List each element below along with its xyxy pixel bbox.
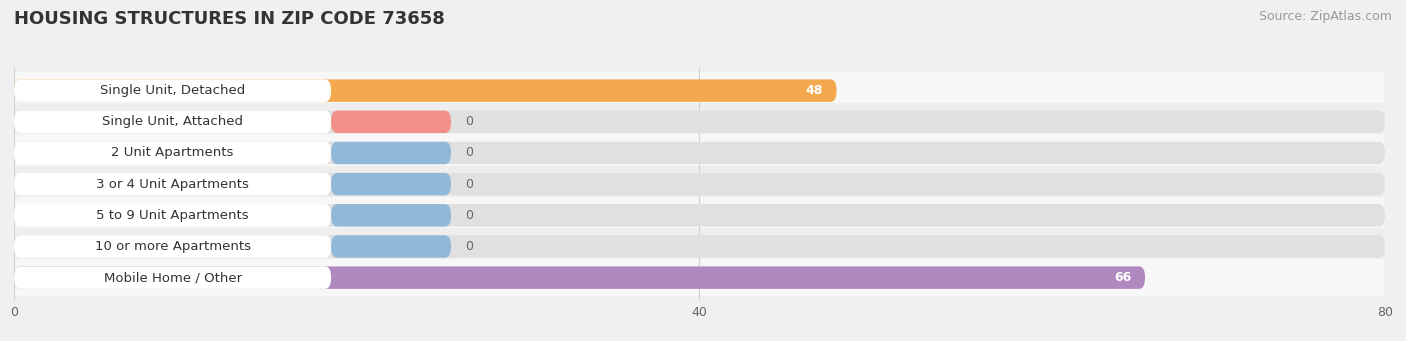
- Text: 0: 0: [465, 147, 472, 160]
- FancyBboxPatch shape: [330, 142, 451, 164]
- FancyBboxPatch shape: [330, 235, 451, 258]
- Text: HOUSING STRUCTURES IN ZIP CODE 73658: HOUSING STRUCTURES IN ZIP CODE 73658: [14, 10, 444, 28]
- FancyBboxPatch shape: [330, 110, 451, 133]
- FancyBboxPatch shape: [14, 173, 1385, 195]
- Bar: [14, 166, 1385, 203]
- FancyBboxPatch shape: [14, 266, 330, 289]
- Text: 0: 0: [465, 240, 472, 253]
- Text: 0: 0: [465, 115, 472, 128]
- FancyBboxPatch shape: [14, 79, 837, 102]
- Bar: [14, 103, 1385, 140]
- Text: 3 or 4 Unit Apartments: 3 or 4 Unit Apartments: [96, 178, 249, 191]
- FancyBboxPatch shape: [14, 110, 1385, 133]
- FancyBboxPatch shape: [14, 142, 330, 164]
- FancyBboxPatch shape: [14, 142, 1385, 164]
- Text: 0: 0: [465, 178, 472, 191]
- Text: Mobile Home / Other: Mobile Home / Other: [104, 271, 242, 284]
- FancyBboxPatch shape: [14, 79, 330, 102]
- Bar: [14, 134, 1385, 172]
- FancyBboxPatch shape: [14, 110, 330, 133]
- Bar: [14, 228, 1385, 265]
- FancyBboxPatch shape: [14, 173, 330, 195]
- Text: 5 to 9 Unit Apartments: 5 to 9 Unit Apartments: [96, 209, 249, 222]
- Text: Source: ZipAtlas.com: Source: ZipAtlas.com: [1258, 10, 1392, 23]
- FancyBboxPatch shape: [14, 204, 1385, 226]
- Text: 2 Unit Apartments: 2 Unit Apartments: [111, 147, 233, 160]
- FancyBboxPatch shape: [14, 204, 330, 226]
- Text: Single Unit, Attached: Single Unit, Attached: [103, 115, 243, 128]
- FancyBboxPatch shape: [14, 266, 1144, 289]
- Text: 10 or more Apartments: 10 or more Apartments: [94, 240, 250, 253]
- Bar: [14, 259, 1385, 296]
- FancyBboxPatch shape: [14, 235, 1385, 258]
- Text: Single Unit, Detached: Single Unit, Detached: [100, 84, 245, 97]
- FancyBboxPatch shape: [330, 204, 451, 226]
- Text: 66: 66: [1114, 271, 1132, 284]
- Text: 48: 48: [806, 84, 823, 97]
- FancyBboxPatch shape: [330, 173, 451, 195]
- Bar: [14, 197, 1385, 234]
- Text: 0: 0: [465, 209, 472, 222]
- FancyBboxPatch shape: [14, 235, 330, 258]
- Bar: [14, 72, 1385, 109]
